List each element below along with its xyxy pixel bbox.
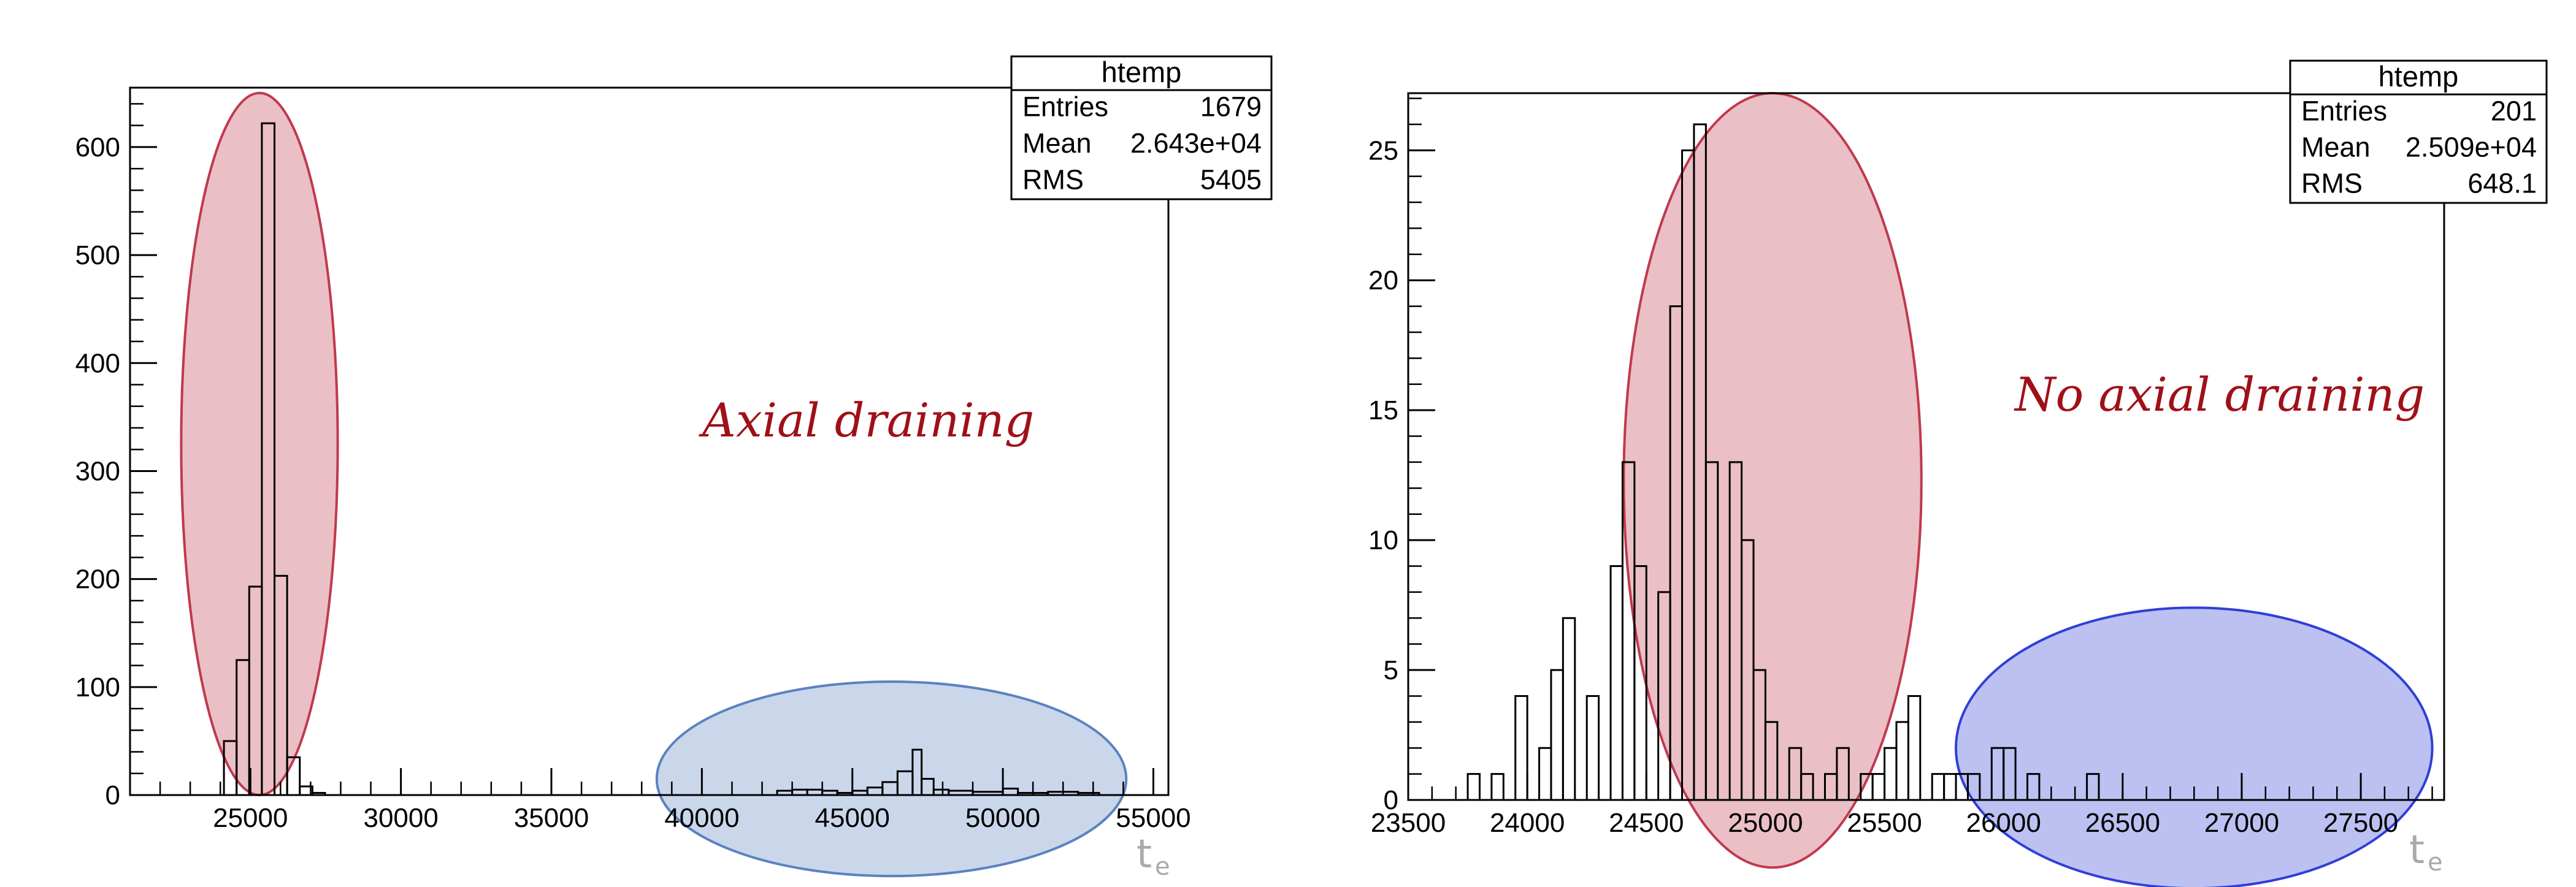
y-tick-label: 200: [75, 565, 120, 595]
stats-label-mean: Mean: [1022, 128, 1092, 159]
x-tick-label: 25000: [213, 803, 288, 833]
x-axis-title-subscript: e: [2428, 848, 2443, 877]
x-axis-title-subscript: e: [1155, 853, 1170, 881]
histogram-bin: [1609, 565, 1623, 801]
stats-value-mean: 2.509e+04: [2405, 131, 2537, 162]
y-tick-label: 100: [75, 672, 120, 702]
histogram-bin: [1836, 747, 1850, 801]
x-axis-title: t: [2409, 828, 2425, 873]
highlight-ellipse-0: [1622, 92, 1923, 869]
x-tick-label: 45000: [815, 803, 890, 833]
x-tick-label: 25500: [1847, 808, 1922, 838]
y-tick-label: 300: [75, 456, 120, 486]
histogram-bin: [1943, 773, 1957, 801]
right-histogram-panel: 0 5 10 15 20 25 23500 24000 24500 25000 25500 26000…: [1368, 59, 2548, 887]
y-tick-label: 400: [75, 348, 120, 378]
x-tick-label: 24500: [1609, 808, 1684, 838]
x-tick-label: 26000: [1966, 808, 2041, 838]
x-axis-title: t: [1137, 832, 1152, 877]
histogram-bin: [1931, 773, 1945, 801]
stats-box: [2289, 59, 2548, 204]
x-tick-label: 25000: [1728, 808, 1803, 838]
histogram-bin: [1633, 565, 1647, 801]
histogram-bin: [1550, 669, 1564, 801]
y-tick-label: 0: [1384, 785, 1398, 815]
histogram-bin: [1871, 773, 1886, 801]
histogram-bin: [911, 748, 923, 796]
x-tick-label: 23500: [1371, 808, 1446, 838]
histogram-bin: [286, 756, 301, 796]
histogram-bin: [921, 778, 935, 796]
stats-value-rms: 648.1: [2467, 167, 2537, 199]
highlight-ellipse-1: [1955, 606, 2434, 887]
stats-value-entries: 201: [2491, 95, 2537, 126]
stats-label-entries: Entries: [2301, 95, 2387, 126]
stats-value-mean: 2.643e+04: [1130, 128, 1262, 159]
histogram-bin: [1562, 617, 1576, 801]
stats-title: htemp: [1102, 56, 1182, 88]
x-tick-label: 40000: [664, 803, 739, 833]
annotation-text: Axial draining: [699, 393, 1034, 447]
y-tick-label: 500: [75, 240, 120, 270]
stats-label-mean: Mean: [2301, 131, 2371, 162]
y-tick-label: 10: [1368, 525, 1398, 555]
highlight-ellipse-0: [180, 91, 339, 796]
stats-label-entries: Entries: [1022, 91, 1108, 123]
stats-box: [1010, 55, 1273, 200]
histogram-bin: [1884, 747, 1898, 801]
stats-label-rms: RMS: [1022, 164, 1084, 195]
histogram-bin: [1907, 695, 1922, 801]
histogram-bin: [311, 791, 326, 796]
histogram-bin: [1490, 773, 1505, 801]
annotation-text: No axial draining: [2014, 367, 2425, 422]
stats-label-rms: RMS: [2301, 167, 2363, 199]
histogram-bin: [1895, 721, 1909, 801]
histogram-bin: [1466, 773, 1481, 801]
left-histogram-panel: 0 100 200 300 400 500 600 25000 30000 35000 40000 4…: [75, 55, 1273, 881]
histogram-bin: [1704, 461, 1719, 801]
x-tick-label: 35000: [514, 803, 589, 833]
x-tick-label: 26500: [2085, 808, 2160, 838]
x-tick-label: 30000: [363, 803, 438, 833]
x-tick-label: 27000: [2204, 808, 2279, 838]
stats-value-entries: 1679: [1200, 91, 1262, 123]
histogram-bin: [1585, 695, 1600, 801]
y-tick-label: 600: [75, 132, 120, 162]
highlight-ellipse-1: [655, 680, 1128, 878]
stats-title: htemp: [2379, 60, 2459, 93]
y-tick-label: 5: [1384, 655, 1398, 685]
y-tick-label: 15: [1368, 395, 1398, 425]
histogram-bin: [1514, 695, 1528, 801]
x-tick-label: 50000: [965, 803, 1040, 833]
histogram-bin: [1077, 791, 1100, 796]
histogram-bin: [1538, 747, 1552, 801]
y-tick-label: 20: [1368, 265, 1398, 295]
histogram-bin: [261, 122, 276, 796]
plot-frame: [129, 86, 1170, 796]
plot-frame: [1407, 92, 2445, 801]
y-tick-label: 0: [105, 780, 120, 810]
y-tick-label: 25: [1368, 135, 1398, 166]
x-tick-label: 55000: [1116, 803, 1190, 833]
histogram-bin: [1764, 721, 1779, 801]
x-tick-label: 27500: [2323, 808, 2398, 838]
x-tick-label: 24000: [1490, 808, 1565, 838]
stats-value-rms: 5405: [1200, 164, 1262, 195]
histogram-bin: [299, 785, 313, 796]
